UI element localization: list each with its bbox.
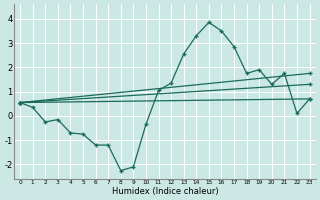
X-axis label: Humidex (Indice chaleur): Humidex (Indice chaleur) (111, 187, 218, 196)
